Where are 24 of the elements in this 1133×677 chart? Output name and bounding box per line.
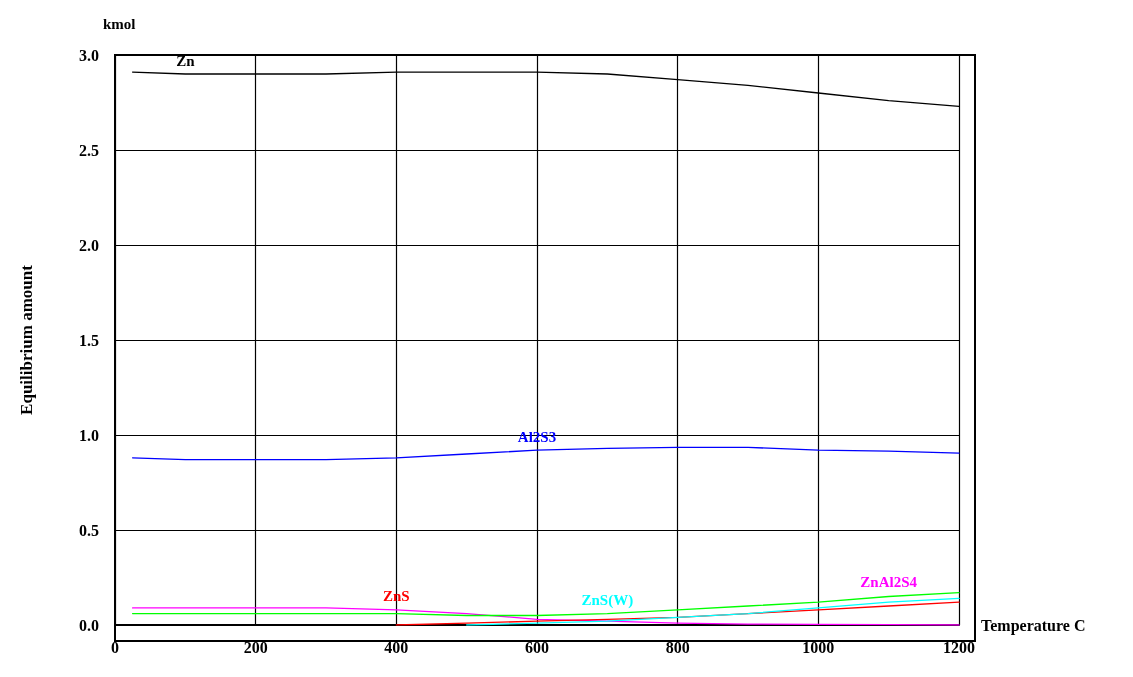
text: kmol xyxy=(103,15,136,32)
line-series xyxy=(131,592,960,617)
x-tick-label: 200 xyxy=(243,638,268,656)
y-tick-label: 1.5 xyxy=(79,331,99,349)
x-tick-label: 1200 xyxy=(943,638,975,656)
y-tick-label: 1.0 xyxy=(79,426,99,444)
y-tick-label: 0.0 xyxy=(79,616,99,634)
x-tick-label: 1000 xyxy=(802,638,835,656)
y-tick-label: 0.5 xyxy=(79,521,99,539)
y-tick-label: 2.0 xyxy=(79,236,99,254)
y-tick-label: 2.5 xyxy=(79,141,99,159)
x-axis-title: Temperature C xyxy=(981,616,1086,635)
series-label: ZnS(W) xyxy=(581,591,634,609)
line-series xyxy=(131,607,960,626)
x-tick-label: 0 xyxy=(111,638,119,656)
y-axis-title: Equilibrium amount xyxy=(17,264,36,415)
y-tick-label: 3.0 xyxy=(79,46,99,64)
line-series xyxy=(131,446,960,461)
series-label: Zn xyxy=(176,52,196,69)
text: ZnAl2S4 xyxy=(860,574,918,591)
x-tick-label: 600 xyxy=(525,638,549,656)
x-tick-label: 800 xyxy=(665,638,690,656)
x-tick-label: 400 xyxy=(384,638,409,656)
line-series xyxy=(466,597,960,626)
